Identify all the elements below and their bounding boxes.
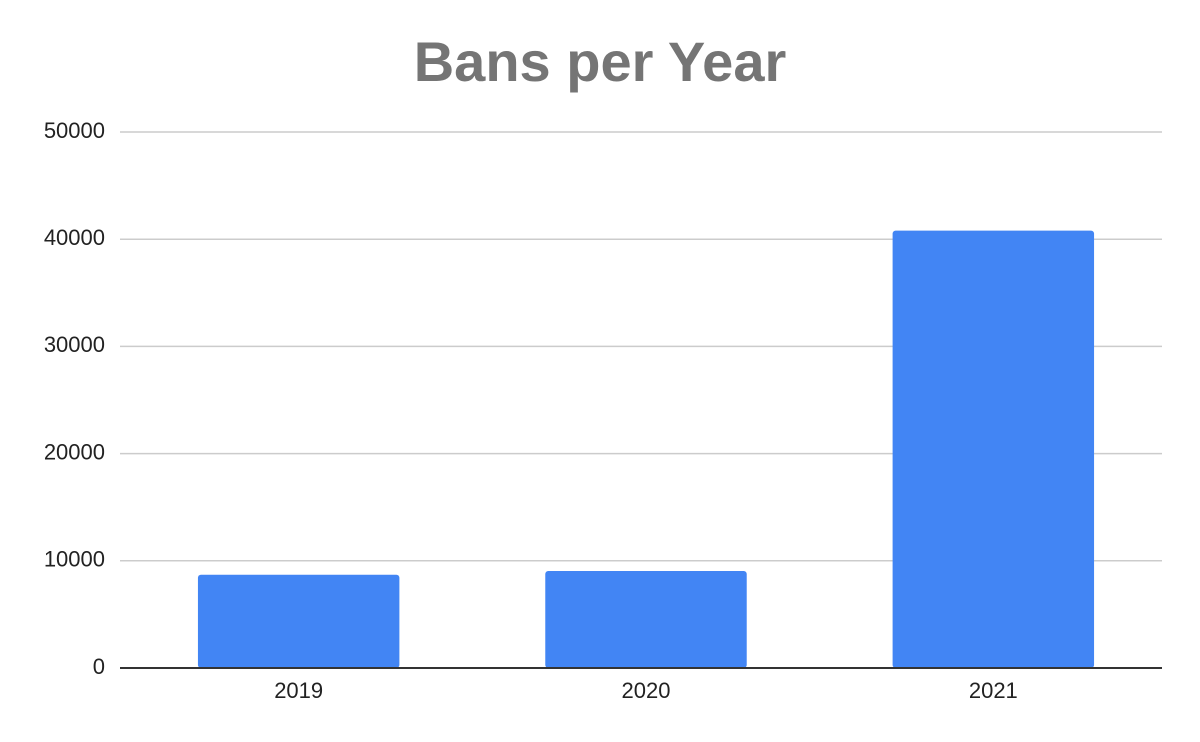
y-tick-label: 0: [93, 654, 105, 679]
chart-title: Bans per Year: [414, 30, 787, 93]
x-tick-label: 2020: [622, 678, 671, 703]
x-tick-label: 2021: [969, 678, 1018, 703]
x-tick-label: 2019: [274, 678, 323, 703]
bar: [892, 230, 1095, 668]
bar: [197, 574, 400, 668]
y-tick-label: 20000: [44, 439, 105, 464]
bar: [545, 570, 747, 668]
y-tick-label: 50000: [44, 118, 105, 143]
y-tick-label: 10000: [44, 547, 105, 572]
y-tick-label: 40000: [44, 225, 105, 250]
y-tick-label: 30000: [44, 332, 105, 357]
